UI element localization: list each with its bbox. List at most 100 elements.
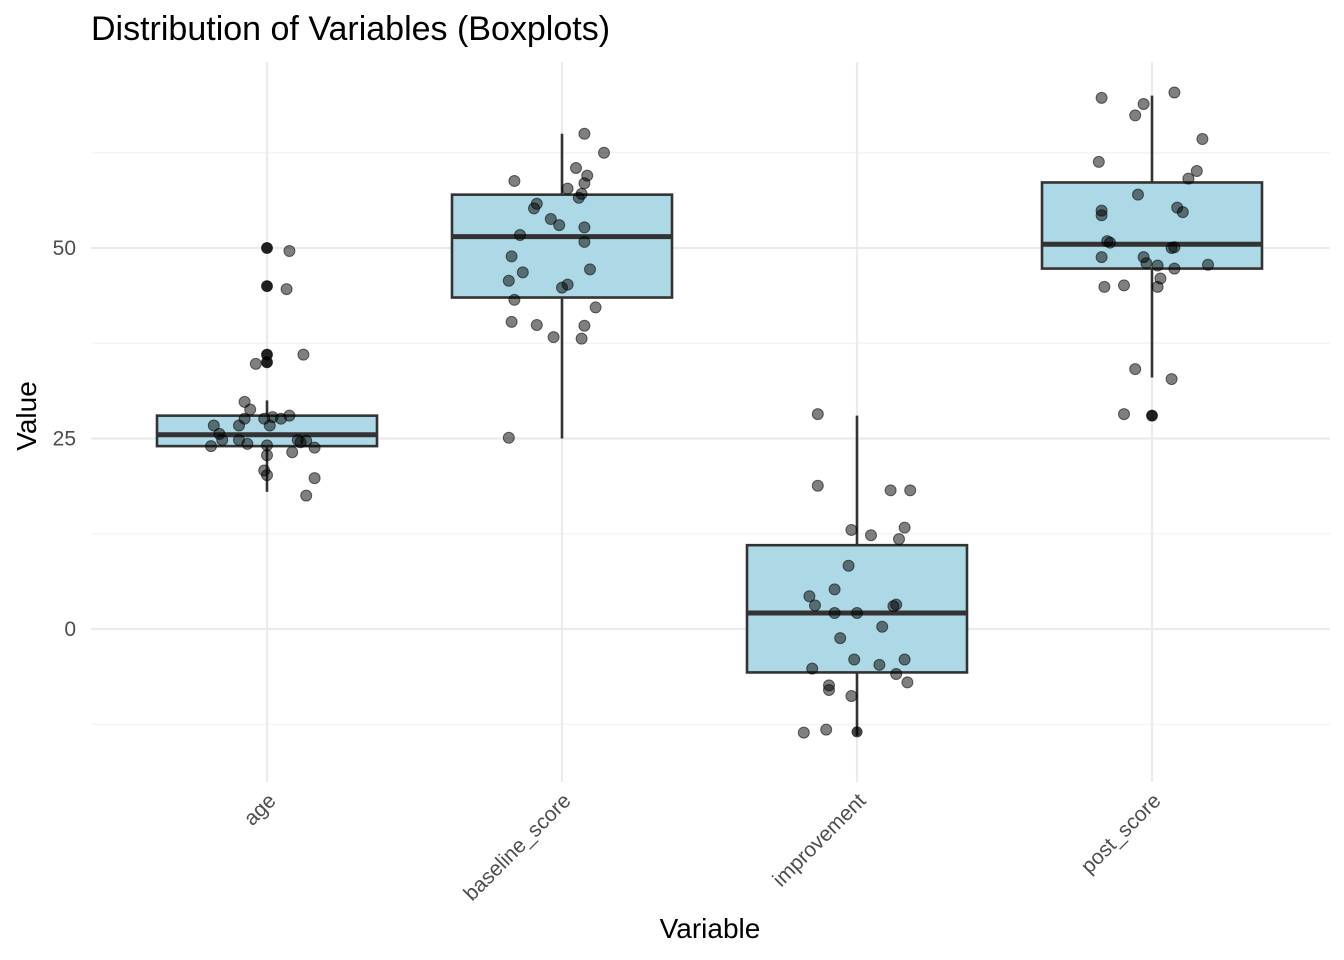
data-point (1092, 155, 1105, 168)
data-point (1151, 259, 1164, 272)
data-point (811, 479, 824, 492)
data-point (811, 408, 824, 421)
data-point (261, 242, 273, 254)
data-point (1104, 236, 1116, 249)
data-point (505, 315, 518, 328)
data-point (508, 293, 521, 306)
data-point (1129, 109, 1142, 122)
data-point (806, 662, 819, 675)
data-point (1190, 165, 1203, 178)
data-point (1129, 363, 1142, 376)
data-point (1132, 188, 1144, 201)
data-point (530, 318, 543, 331)
data-point (544, 213, 557, 226)
data-point (508, 174, 521, 187)
boxplot-improvement (745, 415, 969, 738)
data-point (898, 521, 911, 534)
data-point (1140, 257, 1153, 270)
jitter-points (205, 86, 1214, 739)
data-point (884, 484, 897, 497)
data-point (1095, 209, 1108, 222)
x-tick-label: baseline_score (459, 789, 575, 905)
data-point (578, 319, 591, 332)
data-point (901, 676, 914, 689)
data-point (207, 419, 220, 432)
data-point (556, 281, 568, 294)
data-point (300, 489, 313, 502)
data-point (845, 523, 858, 536)
data-point (890, 667, 903, 680)
y-tick-label: 0 (64, 618, 76, 641)
data-point (803, 590, 816, 603)
data-point (570, 161, 582, 174)
points-age (205, 242, 321, 502)
data-point (241, 437, 254, 450)
data-point (261, 439, 273, 452)
data-point (547, 331, 560, 344)
data-point (1137, 97, 1150, 110)
x-tick-label: age (239, 789, 280, 830)
axes: 0 25 50 age baseline_score improvement post_sc… (53, 237, 1166, 905)
data-point (216, 434, 229, 447)
data-point (820, 723, 833, 736)
data-point (1176, 206, 1189, 219)
data-point (898, 653, 911, 666)
data-point (834, 632, 847, 645)
data-point (1165, 373, 1178, 386)
data-point (308, 472, 321, 485)
data-point (516, 266, 529, 279)
data-point (828, 583, 841, 596)
data-point (283, 245, 296, 258)
data-point (575, 332, 588, 345)
data-point (865, 529, 877, 542)
data-point (893, 533, 905, 546)
data-point (809, 599, 821, 612)
data-point (845, 690, 858, 703)
data-point (1202, 258, 1214, 271)
points-post_score (1092, 86, 1214, 422)
data-point (1182, 172, 1195, 185)
x-tick-label: post_score (1077, 789, 1166, 878)
data-point (578, 127, 591, 140)
y-tick-label: 25 (53, 428, 76, 451)
data-point (873, 658, 886, 671)
data-point (578, 221, 591, 234)
data-point (887, 600, 900, 613)
data-point (1196, 133, 1209, 146)
data-point (502, 274, 515, 287)
data-point (1168, 262, 1181, 275)
data-point (205, 440, 217, 453)
data-point (297, 348, 310, 361)
y-tick-label: 50 (53, 237, 76, 260)
data-point (1098, 280, 1111, 293)
data-point (249, 357, 262, 370)
data-point (851, 606, 863, 619)
box-iqr (450, 193, 674, 299)
data-point (828, 606, 841, 619)
data-point (584, 263, 596, 276)
data-point (1165, 242, 1178, 254)
data-point (1151, 280, 1164, 293)
data-point (261, 280, 273, 293)
data-point (848, 653, 861, 666)
data-point (1146, 409, 1158, 422)
points-improvement (797, 408, 917, 739)
data-point (561, 182, 574, 195)
data-point (275, 412, 287, 425)
data-point (1168, 86, 1181, 99)
data-point (294, 436, 307, 449)
data-point (1095, 251, 1108, 264)
data-point (572, 191, 585, 204)
x-axis-title: Variable (660, 913, 761, 944)
data-point (876, 620, 889, 633)
boxplots (155, 95, 1264, 738)
data-point (797, 726, 810, 739)
data-point (280, 283, 293, 296)
boxplot-post_score (1040, 95, 1264, 422)
data-point (553, 219, 566, 232)
data-point (598, 146, 610, 159)
data-point (514, 229, 526, 242)
data-point (1118, 279, 1130, 292)
